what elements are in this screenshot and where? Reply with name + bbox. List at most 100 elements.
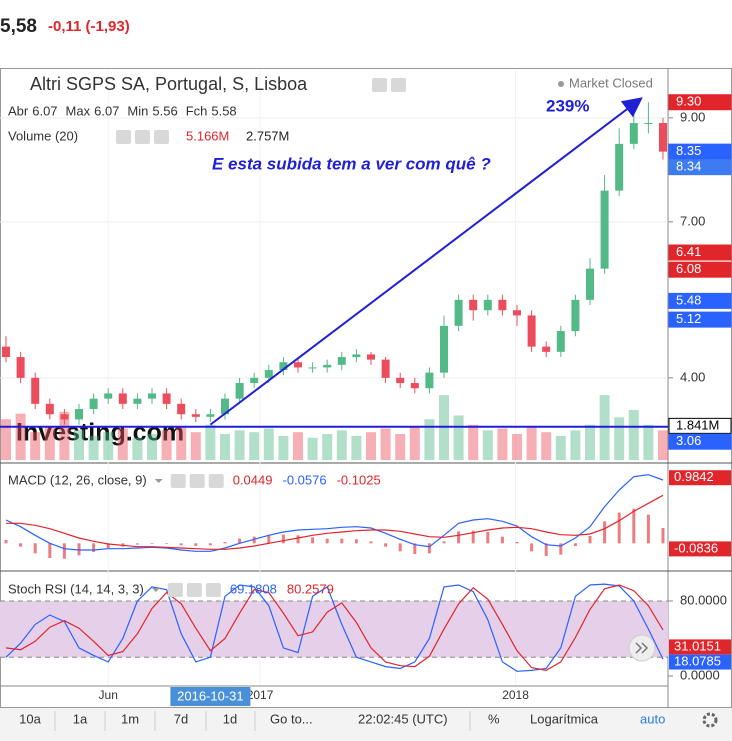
settings-button[interactable] [702,712,718,728]
candle-body [586,268,594,300]
legend-label: Max [66,103,91,118]
crosshair-label-box [170,687,251,706]
x-tick-label: 2017 [247,688,274,702]
histogram-bar [325,538,329,544]
icon-button[interactable] [372,78,387,92]
value-tag [669,654,731,670]
range-button[interactable]: 1a [73,711,88,726]
histogram-bar [208,543,212,546]
indicator-readout: 0.0449 [233,472,273,487]
value-tag-label: 18.0785 [674,653,721,668]
indicator-line [5,584,664,672]
volume-bar [88,435,99,460]
candle-body [483,299,492,311]
percent-button[interactable]: % [488,711,500,726]
dropdown-caret[interactable] [151,588,160,592]
y-tick-label: 0.0000 [680,667,720,682]
range-button[interactable]: 1m [121,711,139,726]
candle-body [337,357,346,365]
candle-body [600,190,609,269]
candle-body [367,354,375,360]
candle-body [527,315,536,347]
histogram-bar [281,534,285,544]
histogram-bar [238,538,242,544]
icon-button[interactable] [116,130,131,144]
histogram-bar [500,536,504,544]
histogram-bar [515,542,519,544]
market-status: Market Closed [569,75,653,90]
histogram-bar [194,543,198,546]
price-tag [668,244,732,261]
price-tag-label: 9.30 [676,94,701,109]
candle-body [323,364,332,368]
histogram-bar [427,543,431,554]
histogram-bar [544,543,548,556]
candle-body [89,398,98,410]
value-tag [669,541,731,557]
price-tag [668,94,732,111]
icon-button[interactable] [135,130,150,144]
dropdown-caret[interactable] [154,479,163,483]
indicator-line [5,583,664,672]
histogram-bar [646,514,650,544]
range-button[interactable]: 10a [19,711,41,726]
price-tag-label: 8.35 [676,143,701,158]
volume-bar [220,434,230,460]
histogram-bar [340,538,344,544]
candle-body [352,354,361,358]
volume-bar [424,419,435,460]
volume-bar [293,432,303,460]
y-tick-label: 80.0000 [680,592,727,607]
histogram-bar [223,542,227,544]
candle-body [454,299,463,326]
candle-body [148,393,156,399]
volume-bar [395,434,406,460]
volume-title: Volume (20) [8,128,78,143]
value-tag-label: 0.9842 [674,469,714,484]
auto-button[interactable]: auto [640,711,665,726]
histogram-bar [486,532,490,544]
icon-button[interactable] [170,474,186,488]
candle-body [513,310,521,316]
volume-bar [249,432,260,460]
histogram-bar [179,543,183,546]
histogram-bar [632,508,636,544]
volume-bar [190,432,201,460]
icon-button[interactable] [391,78,406,92]
goto-button[interactable]: Go to... [270,711,313,726]
histogram-bar [33,543,37,554]
candle-body [206,414,215,417]
y-tick-label: 4.00 [680,369,705,384]
histogram-bar [48,543,52,558]
icon-button[interactable] [167,583,183,597]
volume-bar [307,437,318,460]
volume-bar [453,415,464,460]
icon-button[interactable] [189,474,205,488]
candle-body [60,414,69,420]
trend-arrow [209,97,643,426]
icon-button[interactable] [154,130,169,144]
icon-button[interactable] [208,474,224,488]
candle-body [133,398,142,404]
volume-bar [59,411,70,460]
volume-bar [234,430,245,460]
histogram-bar [296,535,300,544]
candle-body [264,370,273,378]
range-button[interactable]: 7d [174,711,188,726]
candle-body [191,414,200,417]
price-tag [668,433,732,450]
price-tag-label: 6.41 [676,244,701,259]
icon-button[interactable] [205,583,221,597]
volume-bar [658,430,668,460]
price-tag [668,159,732,176]
price-tag [668,292,732,309]
volume-bar [351,435,362,460]
volume-bar [497,428,508,460]
range-button[interactable]: 1d [223,711,237,726]
price-tag-label: 1.841M [676,417,719,432]
volume-bar [555,435,566,460]
icon-button[interactable] [186,583,202,597]
histogram-bar [559,543,563,555]
log-button[interactable]: Logarítmica [530,711,599,726]
candle-body [221,398,229,415]
